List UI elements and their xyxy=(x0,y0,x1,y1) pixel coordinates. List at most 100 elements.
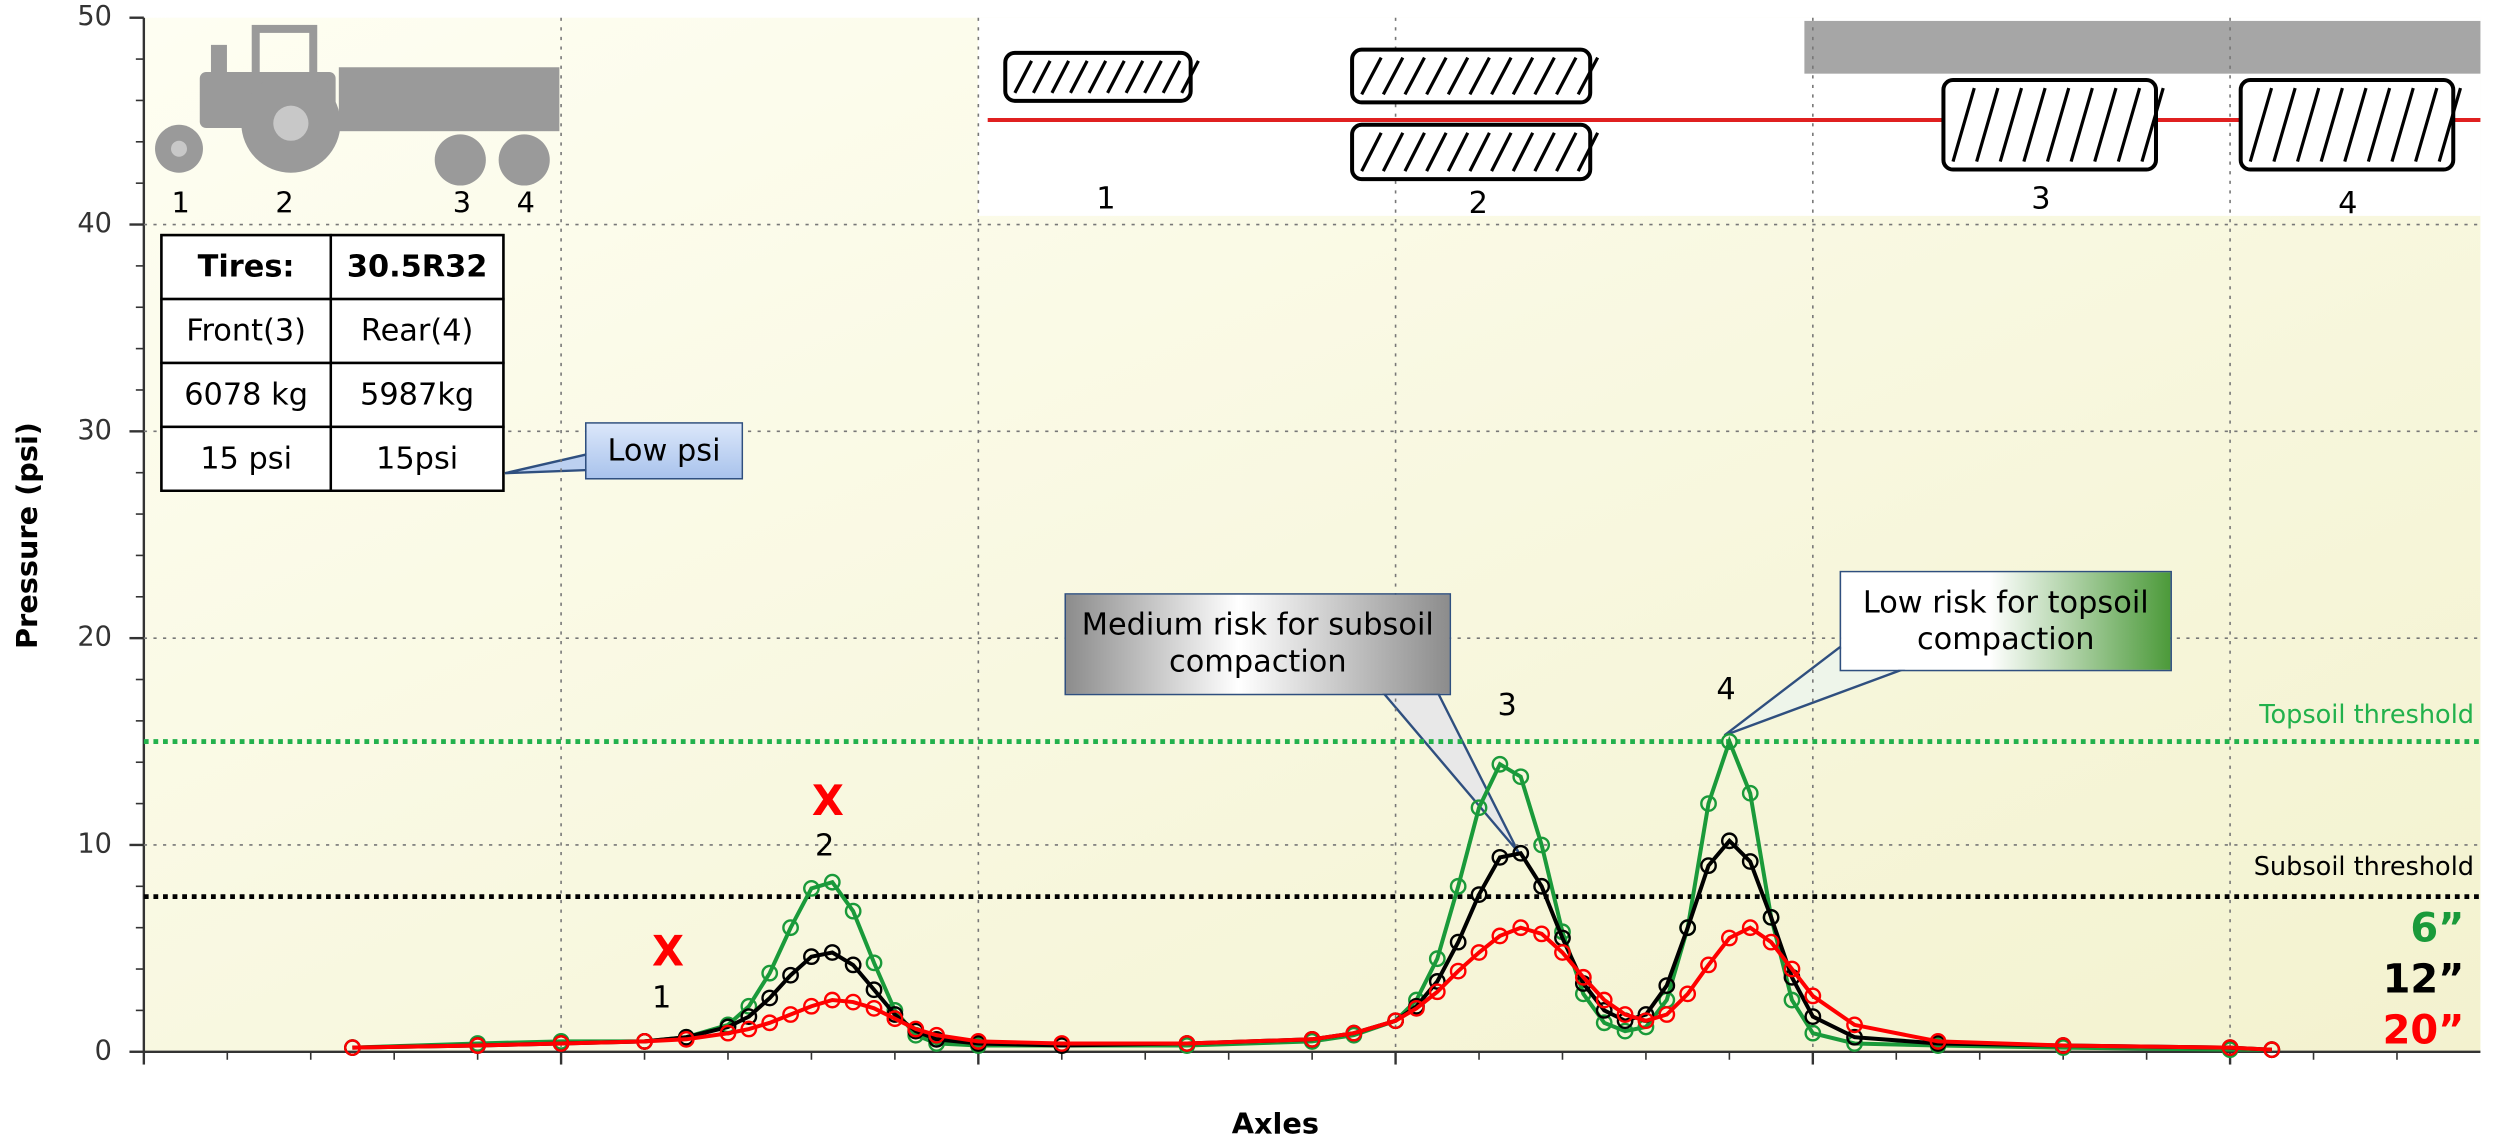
data-point xyxy=(636,1033,653,1050)
data-point xyxy=(1449,933,1467,951)
table-cell-box: 15psi xyxy=(376,441,458,476)
data-point xyxy=(761,1014,779,1032)
tire-tread xyxy=(1069,60,1089,94)
data-point xyxy=(844,902,862,920)
data-point xyxy=(844,993,862,1011)
data-point xyxy=(1679,919,1697,937)
tire-tread xyxy=(1381,56,1405,96)
data-point xyxy=(1345,1024,1363,1042)
y-tick-label: 40 xyxy=(77,208,112,239)
data-point xyxy=(1804,1024,1822,1042)
data-point xyxy=(1616,1006,1634,1023)
tire-tread xyxy=(1124,60,1145,94)
tire-tread xyxy=(2116,87,2142,163)
tire-tread xyxy=(2248,87,2274,163)
axle-label: 2 xyxy=(815,829,834,864)
data-point xyxy=(907,1020,925,1038)
callout-box: Medium risk for subsoil compaction xyxy=(1064,593,1452,696)
table-cell: 15 psi xyxy=(200,441,293,477)
tire-tread xyxy=(1468,56,1491,96)
callout: Medium risk for subsoil compaction xyxy=(1064,593,1452,696)
y-axis-label: Pressure (psi) xyxy=(10,422,44,649)
y-tick-label: 30 xyxy=(77,415,112,446)
tractor-axle-label: 2 xyxy=(275,186,293,220)
data-point xyxy=(803,948,820,966)
data-point xyxy=(740,1020,758,1038)
data-point xyxy=(1178,1035,1196,1052)
series-line xyxy=(352,735,2272,1052)
data-point xyxy=(823,944,841,961)
table-cell-box: Rear(4) xyxy=(361,313,474,348)
tire-tread xyxy=(1360,132,1383,172)
table-cell-box: 15 psi xyxy=(200,441,293,477)
data-point xyxy=(1512,919,1530,937)
y-tick-label: 0 xyxy=(95,1035,112,1066)
data-point xyxy=(1741,784,1759,802)
x-axis-label: Axles xyxy=(1232,1106,1319,1140)
tractor-axle-label: 1 xyxy=(171,186,189,220)
data-point xyxy=(1533,877,1551,895)
data-point xyxy=(1408,999,1425,1017)
tire-tread xyxy=(2390,87,2415,163)
data-point xyxy=(1700,857,1717,875)
table-cell: Front(3) xyxy=(186,313,307,349)
data-point xyxy=(1595,1014,1613,1032)
data-point xyxy=(1512,844,1530,862)
data-point xyxy=(1741,919,1759,937)
tire-tread xyxy=(2045,87,2071,163)
tire-tread xyxy=(2319,87,2344,163)
tire-tread xyxy=(1533,56,1556,96)
data-point xyxy=(1658,977,1676,994)
data-point xyxy=(1929,1033,1947,1050)
data-point xyxy=(1700,795,1717,812)
tire-tread xyxy=(1143,60,1163,94)
data-point xyxy=(886,1010,904,1028)
data-point xyxy=(677,1030,695,1048)
tractor-axle-label: 4 xyxy=(517,186,535,220)
data-point xyxy=(1512,768,1530,786)
threshold-label: Subsoil threshold xyxy=(2254,852,2474,882)
data-point xyxy=(1428,950,1446,968)
table-cell: 30.5R32 xyxy=(346,249,488,285)
trailer-bed xyxy=(1804,20,2481,74)
risk-mark: X xyxy=(652,926,684,975)
tire-tread xyxy=(1106,60,1126,94)
data-point xyxy=(823,873,841,891)
tire-tread xyxy=(1468,132,1491,172)
data-point xyxy=(823,991,841,1009)
data-point xyxy=(2221,1039,2239,1057)
data-point xyxy=(782,1006,799,1023)
tractor-axle-label: 3 xyxy=(453,186,471,220)
data-point xyxy=(1700,956,1717,974)
data-point xyxy=(761,964,779,982)
threshold-label: Topsoil threshold xyxy=(2258,700,2474,730)
tire-diagram-label: 1 xyxy=(1096,181,1115,216)
tire-tread xyxy=(2437,87,2463,163)
table-cell-box: Tires: xyxy=(198,249,295,284)
tire-tread xyxy=(2069,87,2094,163)
data-point xyxy=(1554,944,1571,961)
data-point xyxy=(1053,1035,1071,1052)
data-point xyxy=(803,879,820,897)
data-point xyxy=(719,1024,737,1042)
data-point xyxy=(1470,799,1488,817)
table-cell-border xyxy=(329,425,505,492)
tire-tread xyxy=(2414,87,2439,163)
data-point xyxy=(2054,1037,2072,1054)
data-point xyxy=(1720,929,1738,947)
tire-tread xyxy=(1490,56,1513,96)
tire-tread xyxy=(1446,132,1470,172)
legend-entry: 12” xyxy=(2383,956,2465,1002)
data-point xyxy=(1595,1002,1613,1019)
data-point xyxy=(761,989,779,1007)
data-point xyxy=(740,997,758,1015)
data-point xyxy=(1679,985,1697,1003)
data-point xyxy=(1491,848,1509,866)
data-point xyxy=(344,1039,361,1057)
data-point xyxy=(1637,1012,1655,1030)
data-point xyxy=(782,966,799,984)
data-point xyxy=(1804,987,1822,1005)
tire-tread xyxy=(1403,56,1426,96)
tire-tread xyxy=(1180,60,1200,94)
